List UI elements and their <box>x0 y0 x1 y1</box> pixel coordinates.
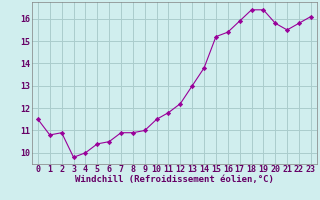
X-axis label: Windchill (Refroidissement éolien,°C): Windchill (Refroidissement éolien,°C) <box>75 175 274 184</box>
